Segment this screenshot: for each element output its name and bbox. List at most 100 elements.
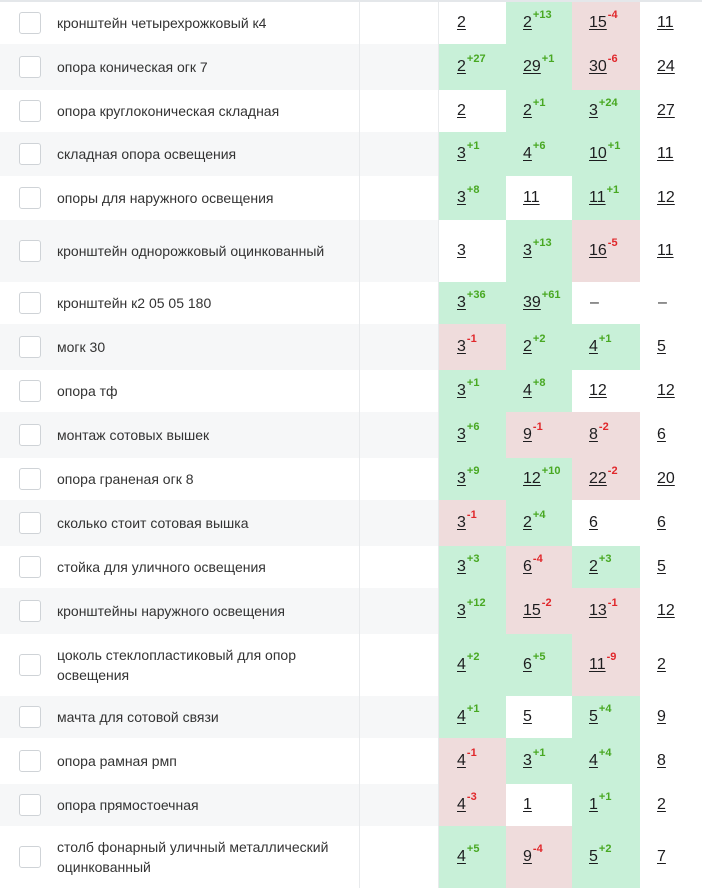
position-link[interactable]: 24 — [657, 58, 675, 75]
position-link[interactable]: 4 — [523, 145, 532, 162]
position-link[interactable]: 2 — [657, 656, 666, 673]
position-link[interactable]: 4 — [589, 752, 598, 769]
position-link[interactable]: 8 — [657, 752, 666, 769]
row-checkbox[interactable] — [19, 12, 41, 34]
position-link[interactable]: 29 — [523, 58, 541, 75]
select-cell — [0, 132, 44, 176]
position-link[interactable]: 5 — [657, 338, 666, 355]
position-link[interactable]: 11 — [657, 14, 674, 31]
position-link[interactable]: 6 — [523, 558, 532, 575]
position-link[interactable]: 4 — [457, 656, 466, 673]
position-link[interactable]: 12 — [589, 382, 607, 399]
position-link[interactable]: 8 — [589, 426, 598, 443]
position-link[interactable]: 4 — [523, 382, 532, 399]
position-link[interactable]: 3 — [457, 470, 466, 487]
position-link[interactable]: 9 — [657, 708, 666, 725]
position-link[interactable]: 3 — [457, 294, 466, 311]
position-link[interactable]: 12 — [523, 470, 541, 487]
position-link[interactable]: 22 — [589, 470, 607, 487]
table-row: мачта для сотовой связи 4 +1 5 5 +4 9 — [0, 696, 702, 738]
position-link[interactable]: 9 — [523, 848, 532, 865]
position-link[interactable]: 3 — [523, 752, 532, 769]
position-link[interactable]: 5 — [589, 708, 598, 725]
row-checkbox[interactable] — [19, 794, 41, 816]
row-checkbox[interactable] — [19, 187, 41, 209]
row-checkbox[interactable] — [19, 292, 41, 314]
row-checkbox[interactable] — [19, 512, 41, 534]
position-link[interactable]: 27 — [657, 102, 675, 119]
position-link[interactable]: 6 — [589, 514, 598, 531]
row-checkbox[interactable] — [19, 380, 41, 402]
position-link[interactable]: 6 — [657, 514, 666, 531]
position-link[interactable]: 11 — [657, 145, 674, 162]
position-link[interactable]: 2 — [457, 14, 466, 31]
position-link[interactable]: 3 — [457, 189, 466, 206]
position-link[interactable]: 4 — [589, 338, 598, 355]
position-link[interactable]: 6 — [657, 426, 666, 443]
row-checkbox[interactable] — [19, 100, 41, 122]
position-change: +5 — [466, 843, 480, 855]
position-link[interactable]: 12 — [657, 189, 675, 206]
position-link[interactable]: 6 — [523, 656, 532, 673]
position-link[interactable]: 2 — [523, 514, 532, 531]
position-link[interactable]: 2 — [523, 102, 532, 119]
position-link[interactable]: 12 — [657, 602, 675, 619]
row-checkbox[interactable] — [19, 143, 41, 165]
position-link[interactable]: 10 — [589, 145, 607, 162]
position-link[interactable]: 9 — [523, 426, 532, 443]
position-link[interactable]: 11 — [589, 656, 606, 673]
position-link[interactable]: 30 — [589, 58, 607, 75]
row-checkbox[interactable] — [19, 654, 41, 676]
row-checkbox[interactable] — [19, 424, 41, 446]
row-checkbox[interactable] — [19, 750, 41, 772]
row-checkbox[interactable] — [19, 336, 41, 358]
position-link[interactable]: 12 — [657, 382, 675, 399]
position-link[interactable]: 3 — [457, 382, 466, 399]
position-link[interactable]: 5 — [523, 708, 532, 725]
row-checkbox[interactable] — [19, 556, 41, 578]
row-checkbox[interactable] — [19, 56, 41, 78]
position-cell: – — [572, 282, 640, 324]
position-link[interactable]: 3 — [457, 242, 466, 259]
position-link[interactable]: 7 — [657, 848, 666, 865]
position-link[interactable]: 2 — [457, 102, 466, 119]
position-link[interactable]: 11 — [657, 242, 674, 259]
position-link[interactable]: 2 — [457, 58, 466, 75]
position-link[interactable]: 3 — [589, 102, 598, 119]
position-link[interactable]: 1 — [589, 796, 598, 813]
position-change: +1 — [532, 97, 546, 109]
position-link[interactable]: 2 — [523, 338, 532, 355]
position-change: -5 — [607, 237, 618, 249]
row-checkbox[interactable] — [19, 846, 41, 868]
position-link[interactable]: 3 — [457, 426, 466, 443]
position-link[interactable]: 13 — [589, 602, 607, 619]
row-checkbox[interactable] — [19, 240, 41, 262]
position-link[interactable]: 20 — [657, 470, 675, 487]
position-link[interactable]: 11 — [523, 189, 540, 206]
position-link[interactable]: 2 — [589, 558, 598, 575]
position-link[interactable]: 16 — [589, 242, 607, 259]
row-checkbox[interactable] — [19, 706, 41, 728]
position-link[interactable]: 3 — [457, 145, 466, 162]
position-link[interactable]: 39 — [523, 294, 541, 311]
position-link[interactable]: 4 — [457, 796, 466, 813]
row-checkbox[interactable] — [19, 600, 41, 622]
position-link[interactable]: 15 — [523, 602, 541, 619]
position-link[interactable]: 11 — [589, 189, 606, 206]
row-checkbox[interactable] — [19, 468, 41, 490]
position-link[interactable]: 3 — [457, 602, 466, 619]
position-link[interactable]: 2 — [657, 796, 666, 813]
position-link[interactable]: 1 — [523, 796, 532, 813]
position-link[interactable]: 3 — [457, 514, 466, 531]
position-link[interactable]: 3 — [457, 558, 466, 575]
position-link[interactable]: 5 — [589, 848, 598, 865]
position-link[interactable]: 4 — [457, 708, 466, 725]
position-link[interactable]: 3 — [523, 242, 532, 259]
position-link[interactable]: 3 — [457, 338, 466, 355]
position-link[interactable]: 4 — [457, 848, 466, 865]
position-cell: 5 +4 — [572, 696, 640, 738]
position-link[interactable]: 2 — [523, 14, 532, 31]
position-link[interactable]: 5 — [657, 558, 666, 575]
position-link[interactable]: 15 — [589, 14, 607, 31]
position-link[interactable]: 4 — [457, 752, 466, 769]
